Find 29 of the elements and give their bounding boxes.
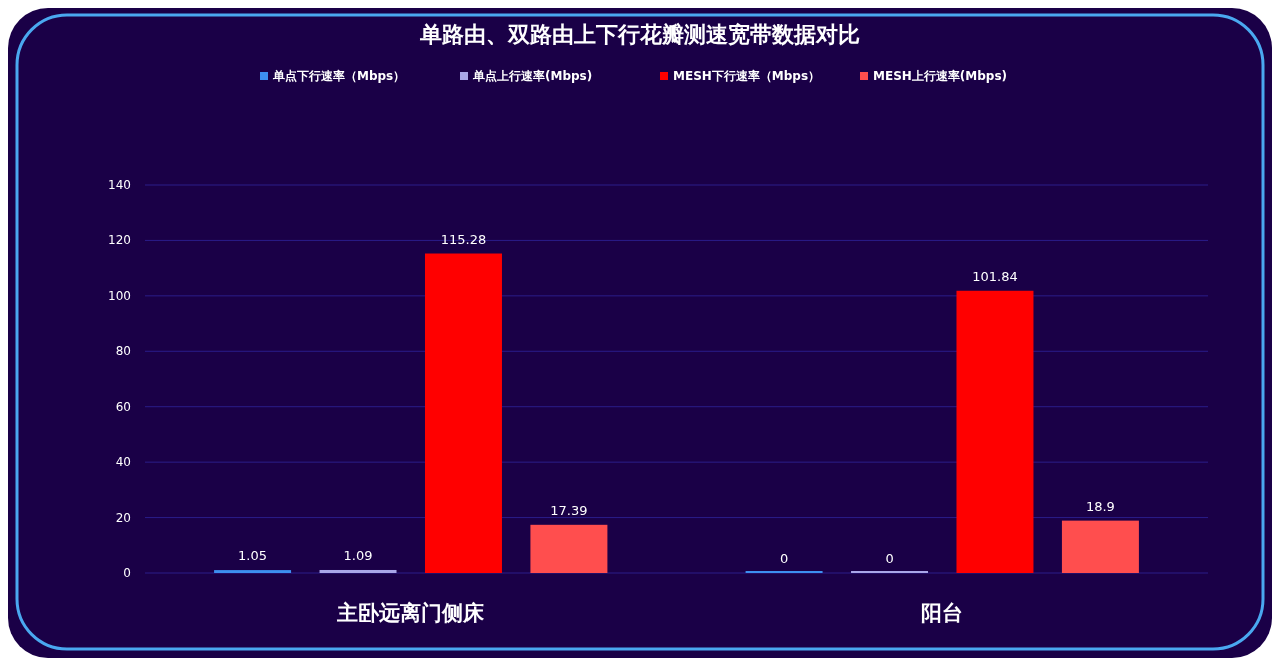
y-tick-label: 80 (115, 344, 131, 359)
y-tick-label: 40 (115, 455, 131, 470)
data-label: 1.05 (238, 548, 268, 564)
data-label: 0 (779, 551, 789, 566)
bar (424, 253, 502, 573)
data-label: 115.28 (440, 231, 487, 247)
data-label: 18.9 (1085, 498, 1115, 514)
bar (530, 524, 608, 573)
bar (956, 290, 1034, 573)
legend-label: MESH下行速率（Mbps） (673, 69, 821, 83)
y-tick-label: 20 (115, 510, 131, 525)
bar (1061, 520, 1139, 573)
y-tick-label: 100 (108, 288, 131, 303)
data-label: 101.84 (972, 268, 1018, 284)
x-tick-label: 阳台 (921, 601, 964, 625)
chart-title: 单路由、双路由上下行花瓣测速宽带数据对比 (419, 22, 860, 47)
data-label: 1.09 (343, 547, 373, 563)
x-tick-label: 主卧远离门侧床 (336, 601, 486, 625)
y-tick-label: 140 (108, 178, 131, 192)
bar (214, 570, 292, 573)
y-tick-label: 0 (123, 566, 131, 580)
bar (319, 569, 397, 573)
data-label: 0 (885, 551, 894, 566)
y-tick-label: 120 (108, 233, 131, 248)
data-label: 17.39 (550, 502, 588, 518)
legend-label: MESH上行速率(Mbps) (873, 69, 1008, 83)
y-tick-label: 60 (115, 399, 131, 414)
legend-label: 单点上行速率(Mbps) (472, 69, 593, 83)
legend-label: 单点下行速率（Mbps） (272, 69, 406, 83)
